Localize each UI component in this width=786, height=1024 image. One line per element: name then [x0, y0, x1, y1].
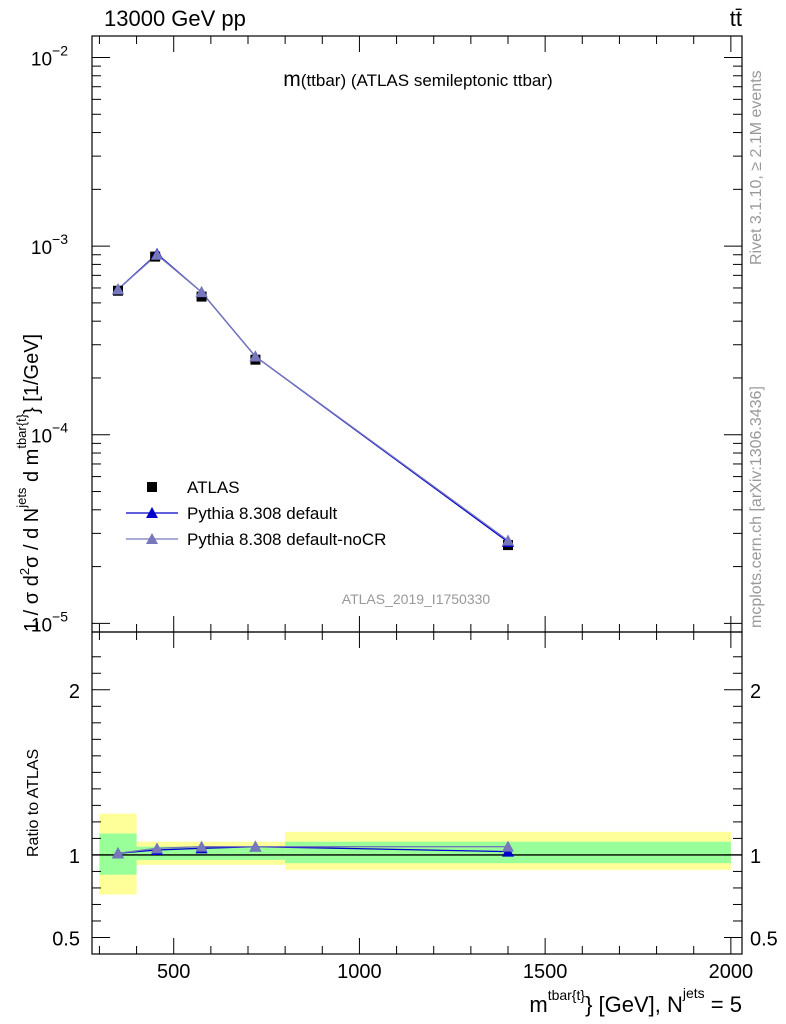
ratio-y-axis-label: Ratio to ATLAS — [25, 749, 42, 857]
ratio-data-point — [249, 840, 262, 852]
data-point-pythia — [502, 534, 514, 546]
legend-label: Pythia 8.308 default — [187, 504, 338, 523]
main-title-m: m — [283, 68, 301, 91]
legend-marker — [147, 482, 157, 492]
legend: ATLAS Pythia 8.308 default Pythia 8.308 de… — [126, 478, 386, 549]
legend-label: Pythia 8.308 default-noCR — [187, 530, 386, 549]
ratio-y-tick-label-left: 0.5 — [52, 928, 80, 950]
data-point-pythia — [249, 350, 262, 362]
ratio-y-tick-label-left: 2 — [69, 681, 80, 703]
watermark: ATLAS_2019_I1750330 — [342, 591, 491, 607]
main-y-axis-label: 1 / σ d2σ / d Njets d mtbar{t}} [1/GeV] — [14, 334, 43, 632]
x-axis-label: mtbar{t}} [GeV], Njets = 5 — [529, 985, 742, 1017]
main-panel: 10−5 10−4 10−3 10−2 m(ttbar) (ATLAS semilep… — [14, 35, 743, 636]
rivet-label: Rivet 3.1.10, ≥ 2.1M events — [748, 70, 765, 265]
y-tick-label: 10−2 — [31, 42, 68, 70]
x-tick-label: 2000 — [709, 961, 754, 983]
ratio-frame — [91, 631, 743, 955]
data-point-pythia — [112, 283, 124, 295]
ratio-y-tick-label-right: 2 — [750, 681, 761, 703]
ratio-panel: 0.5 0.5 1 1 2 2 500 1000 1500 2000 Ratio to ATLAS… — [25, 631, 778, 1017]
ratio-y-tick-label-right: 1 — [750, 846, 761, 868]
y-tick-label: 10−4 — [31, 420, 68, 448]
data-point-pythia — [151, 248, 163, 260]
legend-marker — [146, 533, 158, 544]
main-title-rest: (ttbar) (ATLAS semileptonic ttbar) — [301, 71, 553, 90]
series-line — [117, 253, 509, 542]
x-tick-label: 500 — [157, 961, 190, 983]
ratio-data-point — [195, 840, 208, 852]
mcplots-label: mcplots.cern.ch [arXiv:1306.3436] — [748, 386, 765, 628]
ratio-y-tick-label-right: 0.5 — [750, 928, 778, 950]
energy-label: 13000 GeV pp — [104, 6, 246, 31]
data-point-pythia — [195, 286, 208, 298]
y-tick-label: 10−3 — [31, 231, 68, 259]
process-label: tt̄ — [730, 6, 742, 31]
ratio-y-tick-label-left: 1 — [69, 846, 80, 868]
x-tick-label: 1000 — [337, 961, 382, 983]
y-tick-label: 10−5 — [31, 608, 68, 636]
ratio-data-point — [151, 842, 163, 854]
x-tick-label: 1500 — [523, 961, 568, 983]
legend-label: ATLAS — [187, 478, 240, 497]
legend-marker — [146, 507, 158, 518]
main-title: m(ttbar) (ATLAS semileptonic ttbar) — [283, 68, 552, 91]
ratio-data-point — [502, 840, 514, 852]
ratio-data-point — [112, 847, 124, 859]
